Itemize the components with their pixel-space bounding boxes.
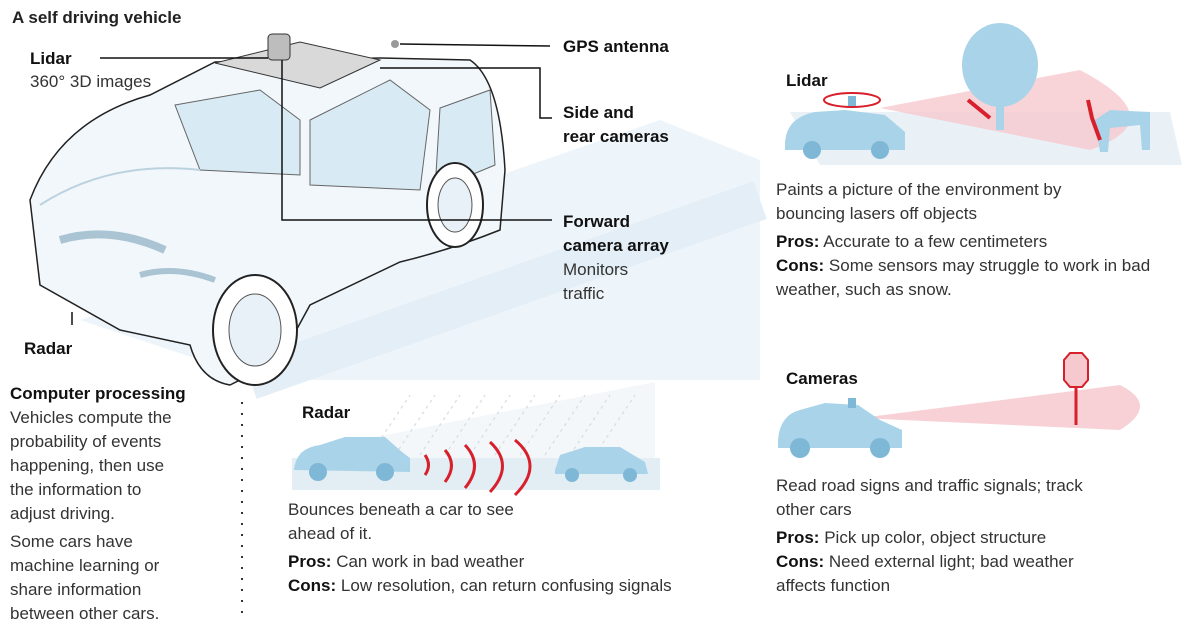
radar-pros-label: Pros: (288, 552, 332, 571)
cameras-panel-title: Cameras (786, 369, 858, 388)
cameras-pros: Pick up color, object structure (824, 528, 1047, 547)
computer-p2-line4: between other cars. (10, 604, 160, 623)
radar-cons: Low resolution, can return confusing sig… (340, 576, 672, 595)
forward-callout-sub2: traffic (563, 284, 605, 303)
lidar-illustration (785, 23, 1182, 165)
lidar-desc-line2: bouncing lasers off objects (776, 204, 977, 223)
side-cams-callout-line1: Side and (563, 103, 634, 122)
main-car (29, 33, 506, 386)
cameras-illustration (778, 352, 1140, 458)
lidar-cons-label: Cons: (776, 256, 825, 275)
radar-callout: Radar (24, 339, 73, 358)
lidar-pros-label: Pros: (776, 232, 820, 251)
lidar-cons-line2: weather, such as snow. (776, 280, 952, 299)
side-cams-callout-line2: rear cameras (563, 127, 669, 146)
page-title: A self driving vehicle (12, 8, 182, 27)
lidar-cons: Some sensors may struggle to work in bad (828, 256, 1151, 275)
gps-callout: GPS antenna (563, 37, 669, 56)
forward-callout-line2: camera array (563, 236, 669, 255)
radar-panel-title: Radar (302, 403, 351, 422)
callout-lines (71, 43, 552, 325)
cameras-cons-label: Cons: (776, 552, 825, 571)
computer-p1-line3: happening, then use (10, 456, 165, 475)
computer-p1-line2: probability of events (10, 432, 162, 451)
radar-desc-line2: ahead of it. (288, 524, 373, 543)
lidar-panel-text: Paints a picture of the environment by b… (776, 178, 1186, 302)
lidar-callout-title: Lidar (30, 49, 72, 68)
lidar-desc-line1: Paints a picture of the environment by (776, 180, 1062, 199)
computer-p2-line2: machine learning or (10, 556, 160, 575)
road-marking (243, 181, 767, 399)
radar-pros: Can work in bad weather (336, 552, 525, 571)
forward-callout-sub1: Monitors (563, 260, 629, 279)
computer-processing: Computer processing Vehicles compute the… (10, 382, 235, 626)
lidar-panel-title: Lidar (786, 71, 828, 90)
radar-illustration (292, 382, 660, 497)
cameras-desc-line1: Read road signs and traffic signals; tra… (776, 476, 1083, 495)
computer-p1-line1: Vehicles compute the (10, 408, 172, 427)
lidar-pros: Accurate to a few centimeters (823, 232, 1048, 251)
radar-desc-line1: Bounces beneath a car to see (288, 500, 514, 519)
cameras-cons: Need external light; bad weather (828, 552, 1074, 571)
computer-p2-line3: share information (10, 580, 142, 599)
computer-p1-line4: the information to (10, 480, 142, 499)
radar-panel-text: Bounces beneath a car to see ahead of it… (288, 498, 748, 598)
cameras-panel-text: Read road signs and traffic signals; tra… (776, 474, 1186, 598)
cameras-cons-line2: affects function (776, 576, 891, 595)
computer-p2-line1: Some cars have (10, 532, 133, 551)
lidar-callout-sub: 360° 3D images (30, 72, 152, 91)
computer-p1-line5: adjust driving. (10, 504, 115, 523)
cameras-pros-label: Pros: (776, 528, 820, 547)
forward-callout-line1: Forward (563, 212, 631, 231)
cameras-desc-line2: other cars (776, 500, 852, 519)
radar-cons-label: Cons: (288, 576, 337, 595)
computer-title: Computer processing (10, 384, 186, 403)
